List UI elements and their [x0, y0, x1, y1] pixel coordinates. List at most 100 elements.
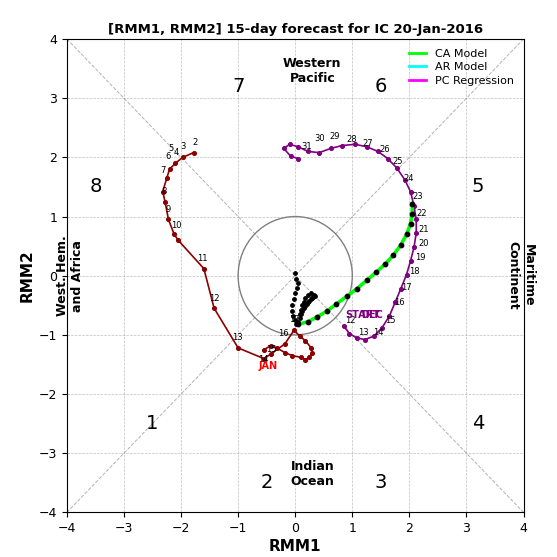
Point: [281, 339, 290, 348]
Point: [412, 215, 421, 224]
Point: [311, 292, 320, 301]
Point: [301, 355, 310, 364]
Point: [397, 284, 405, 293]
Point: [307, 344, 316, 353]
Point: [326, 144, 335, 153]
X-axis label: RMM1: RMM1: [269, 539, 321, 554]
Point: [299, 297, 308, 306]
Text: 14: 14: [258, 355, 269, 364]
Text: 29: 29: [329, 133, 340, 141]
Point: [289, 311, 298, 320]
Point: [294, 154, 302, 163]
Point: [301, 294, 310, 302]
Text: 16: 16: [394, 298, 404, 307]
Point: [233, 344, 242, 353]
Point: [296, 310, 305, 319]
Point: [310, 290, 319, 299]
Text: 28: 28: [346, 135, 357, 144]
Point: [351, 140, 360, 149]
Point: [392, 164, 401, 173]
Point: [372, 268, 381, 277]
Point: [295, 314, 304, 323]
Point: [294, 317, 302, 326]
Point: [307, 289, 316, 298]
Point: [338, 141, 346, 150]
Point: [374, 147, 383, 156]
Point: [342, 292, 351, 301]
Point: [381, 260, 390, 268]
Point: [165, 165, 174, 174]
Point: [383, 154, 392, 163]
Text: 7: 7: [232, 77, 245, 96]
Point: [260, 345, 268, 354]
Point: [286, 152, 295, 160]
Point: [406, 256, 415, 265]
Point: [378, 323, 387, 332]
Point: [305, 353, 314, 362]
Text: 8: 8: [161, 187, 167, 197]
Point: [304, 290, 312, 299]
Point: [260, 354, 268, 363]
Point: [308, 294, 317, 302]
Point: [290, 295, 299, 304]
Text: 4: 4: [174, 148, 179, 157]
Text: 23: 23: [412, 192, 423, 201]
Text: 2: 2: [193, 138, 198, 146]
Text: 18: 18: [409, 267, 420, 276]
Point: [360, 335, 369, 344]
Point: [353, 334, 361, 343]
Point: [299, 304, 308, 312]
Text: 5: 5: [472, 178, 484, 197]
Text: 27: 27: [362, 139, 373, 149]
Text: 11: 11: [198, 253, 208, 263]
Text: 14: 14: [373, 328, 384, 336]
Point: [295, 310, 304, 319]
Text: START: START: [345, 310, 380, 320]
Text: 1: 1: [146, 414, 159, 433]
Point: [281, 348, 290, 357]
Text: Maritime
Continent: Maritime Continent: [507, 241, 535, 310]
Point: [294, 320, 302, 329]
Point: [291, 316, 300, 325]
Point: [409, 243, 418, 252]
Point: [160, 197, 169, 206]
Point: [369, 331, 378, 340]
Text: 20: 20: [418, 239, 428, 248]
Text: 8: 8: [89, 178, 101, 197]
Point: [158, 187, 167, 196]
Text: 19: 19: [415, 253, 426, 262]
Text: 15: 15: [385, 316, 395, 325]
Text: West. Hem.
and Africa: West. Hem. and Africa: [56, 236, 84, 316]
Point: [292, 274, 301, 283]
Text: DEC: DEC: [361, 310, 383, 320]
Point: [304, 317, 312, 326]
Text: 17: 17: [401, 283, 412, 292]
Text: 9: 9: [166, 205, 171, 214]
Point: [301, 302, 310, 311]
Text: JAN: JAN: [258, 361, 277, 371]
Text: Indian
Ocean: Indian Ocean: [290, 460, 334, 488]
Text: 6: 6: [375, 77, 387, 96]
Point: [291, 289, 300, 298]
Text: 21: 21: [418, 225, 428, 234]
Point: [390, 298, 399, 307]
Point: [312, 312, 321, 321]
Text: 26: 26: [379, 145, 390, 154]
Text: 12: 12: [345, 316, 355, 325]
Point: [362, 276, 371, 285]
Point: [170, 230, 179, 239]
Point: [408, 199, 417, 208]
Text: 7: 7: [160, 165, 165, 174]
Point: [304, 297, 312, 306]
Point: [267, 349, 276, 358]
Text: 12: 12: [209, 294, 219, 303]
Point: [305, 296, 314, 305]
Point: [288, 351, 297, 360]
Point: [389, 251, 398, 260]
Point: [402, 270, 411, 279]
Text: 3: 3: [180, 142, 185, 151]
Text: 16: 16: [278, 329, 289, 339]
Point: [285, 140, 294, 149]
Point: [296, 353, 305, 362]
Point: [297, 301, 306, 310]
